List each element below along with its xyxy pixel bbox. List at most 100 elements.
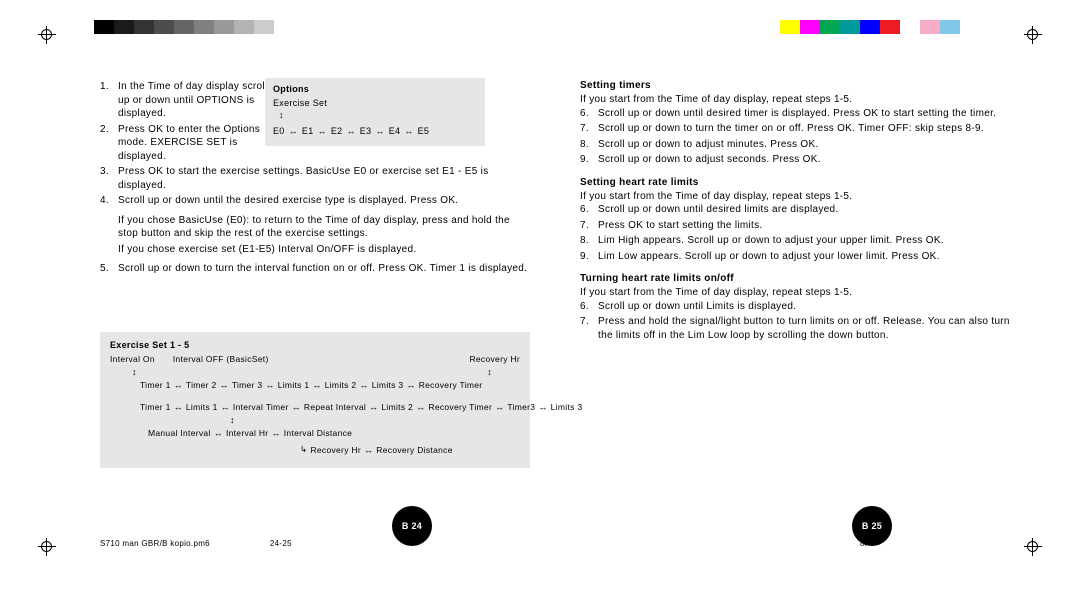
flow-node: Timer 2 [186,380,217,390]
arrow-lr-icon: ↔ [375,126,384,136]
arrow-lr-icon: ↔ [214,428,223,438]
arrow-lr-icon: ↔ [318,126,327,136]
left-steps-cont: 5.Scroll up or down to turn the interval… [100,262,530,276]
step-text: Press OK to start setting the limits. [598,220,762,231]
step-num: 9. [580,153,589,167]
step-num: 4. [100,194,109,208]
arrow-lr-icon: ↔ [174,402,183,412]
step-num: 3. [100,165,109,179]
swatch [860,20,880,34]
limits-list: 6.Scroll up or down until desired limits… [580,203,1010,263]
step-num: 7. [580,219,589,233]
flow-node: Limits 1 [278,380,310,390]
arrow-lr-icon: ↔ [220,380,229,390]
step-text: Scroll up or down to adjust seconds. Pre… [598,154,821,165]
options-row: E0↔E1↔E2↔E3↔E4↔E5 [273,126,477,136]
updown-icon: ↕ [279,110,477,120]
option-item: E2 [331,126,343,136]
flow-node: Limits 2 [381,402,413,412]
arrow-lr-icon: ↔ [271,428,280,438]
ex-row3: Timer 1↔Limits 1↔Interval Timer↔Repeat I… [140,402,520,412]
swatch [94,20,114,34]
arrow-lr-icon: ↔ [292,402,301,412]
step-num: 1. [100,80,109,94]
swatch [840,20,860,34]
onoff-head: Turning heart rate limits on/off [580,273,1010,284]
swatch [234,20,254,34]
ex-r1-b: Interval OFF (BasicSet) [173,354,269,364]
swatch [960,20,980,34]
arrow-lr-icon: ↔ [404,126,413,136]
flow-node: Timer 1 [140,380,171,390]
swatch [214,20,234,34]
arrow-lr-icon: ↔ [406,380,415,390]
step-num: 8. [580,234,589,248]
swatch [880,20,900,34]
step-text: Scroll up or down to turn the interval f… [118,263,527,274]
badge-text: B 24 [402,521,422,531]
flow-node: Limits 1 [186,402,218,412]
page-badge-left: B 24 [392,506,432,546]
step-2: 2.Press OK to enter the Options mode. EX… [100,123,270,164]
swatch [900,20,920,34]
flow-node: Interval Distance [284,428,352,438]
flow-node: Interval Timer [233,402,289,412]
colorbar-hues [780,20,980,34]
options-box: Options Exercise Set ↕ E0↔E1↔E2↔E3↔E4↔E5 [265,78,485,146]
flow-node: Limits 2 [325,380,357,390]
step-4: 4.Scroll up or down until the desired ex… [100,194,530,208]
ex-row1: Interval On Interval OFF (BasicSet) Reco… [110,354,520,364]
swatch [920,20,940,34]
swatch [274,20,294,34]
arrow-lr-icon: ↔ [221,402,230,412]
footer-left: S710 man GBR/B kopio.pm6 24-25 [100,539,292,548]
step-num: 2. [100,123,109,137]
step-5: 5.Scroll up or down to turn the interval… [100,262,530,276]
options-sub: Exercise Set [273,98,477,108]
timers-head: Setting timers [580,80,1010,91]
onoff-list: 6.Scroll up or down until Limits is disp… [580,300,1010,343]
ex-row4: Manual Interval↔Interval Hr↔Interval Dis… [148,428,520,438]
step-text: In the Time of day display scroll up or … [118,81,267,119]
ex-row5: ↳ Recovery Hr↔Recovery Distance [300,444,520,455]
swatch [114,20,134,34]
swatch [174,20,194,34]
arrow-lr-icon: ↔ [289,126,298,136]
step-text: Scroll up or down to adjust minutes. Pre… [598,139,819,150]
footer-right: 8/ [860,539,867,548]
options-title: Options [273,84,477,94]
list-item: 9. Scroll up or down to adjust seconds. P… [580,153,1010,167]
step-num: 6. [580,300,589,314]
step-1: 1. In the Time of day display scroll up o… [100,80,270,121]
flow-node: Timer 1 [140,402,171,412]
flow-node: Manual Interval [148,428,211,438]
arrow-lr-icon: ↔ [416,402,425,412]
swatch [134,20,154,34]
option-item: E1 [302,126,314,136]
timers-list: 6.Scroll up or down until desired timer … [580,107,1010,167]
footer-file: S710 man GBR/B kopio.pm6 [100,539,210,548]
e0-note-b: If you chose exercise set (E1-E5) Interv… [100,243,530,257]
page-right: Setting timers If you start from the Tim… [580,80,1010,344]
flow-node: Limits 3 [372,380,404,390]
list-item: 8.Lim High appears. Scroll up or down to… [580,234,1010,248]
colorbar-grayscale [94,20,294,34]
flow-node: Recovery Distance [376,445,452,455]
list-item: 9.Lim Low appears. Scroll up or down to … [580,250,1010,264]
ex-row2: Timer 1↔Timer 2↔Timer 3↔Limits 1↔Limits … [140,380,520,390]
step-num: 8. [580,138,589,152]
page-badge-right: B 25 [852,506,892,546]
list-item: 6.Scroll up or down until desired timer … [580,107,1010,121]
list-item: 6.Scroll up or down until desired limits… [580,203,1010,217]
step-text: Press OK to start the exercise settings.… [118,166,489,191]
reg-mark-bl [38,538,56,556]
flow-node: Interval Hr [226,428,269,438]
updown-icon: ↕ [132,367,137,377]
step-3: 3. Press OK to start the exercise setting… [100,165,530,192]
swatch [820,20,840,34]
step-text: Press and hold the signal/light button t… [598,316,1010,341]
reg-mark-br [1024,538,1042,556]
ex-ud-row: ↕ ↕ [110,367,520,377]
swatch [154,20,174,34]
option-item: E4 [389,126,401,136]
